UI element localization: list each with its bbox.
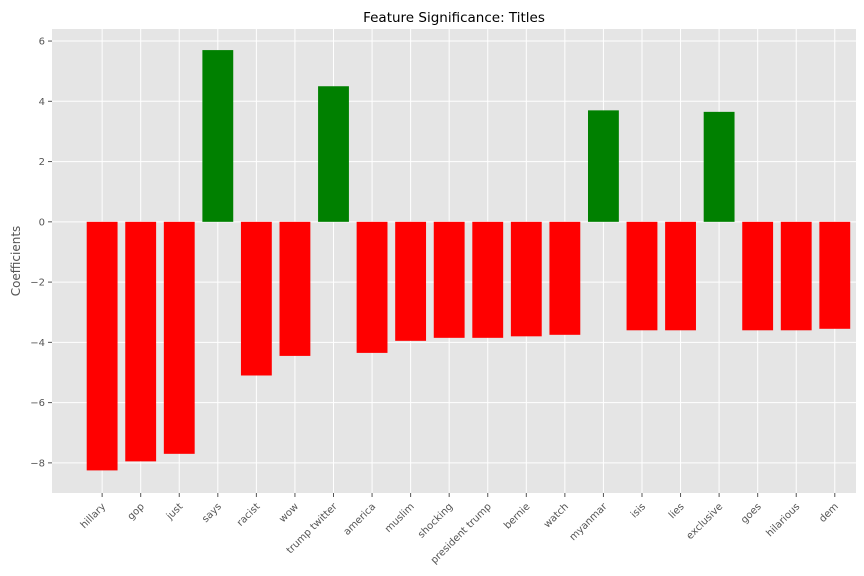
x-tick-label: watch bbox=[542, 501, 571, 530]
y-tick-label: −8 bbox=[30, 458, 45, 469]
bars bbox=[86, 50, 851, 471]
bar-goes bbox=[742, 221, 774, 331]
bar-myanmar bbox=[588, 110, 619, 222]
y-tick-label: 6 bbox=[39, 37, 45, 48]
bar-watch bbox=[549, 221, 581, 335]
x-tick-label: lies bbox=[667, 501, 687, 521]
bar-hillary bbox=[86, 221, 118, 471]
bar-gop bbox=[125, 221, 157, 462]
bar-muslim bbox=[395, 221, 427, 341]
x-tick-label: racist bbox=[235, 501, 262, 528]
x-tick-label: gop bbox=[126, 501, 147, 522]
y-tick-label: −4 bbox=[30, 338, 45, 349]
x-tick-label: wow bbox=[277, 501, 301, 525]
x-tick-label: america bbox=[342, 501, 378, 537]
chart-title: Feature Significance: Titles bbox=[363, 10, 545, 26]
bar-racist bbox=[240, 221, 272, 376]
x-tick-label: muslim bbox=[383, 501, 417, 535]
bar-trump-twitter bbox=[318, 86, 349, 222]
bar-just bbox=[163, 221, 195, 454]
bar-shocking bbox=[433, 221, 465, 338]
bar-isis bbox=[626, 221, 658, 331]
y-axis-label: Coefficients bbox=[9, 226, 23, 297]
y-tick-label: 4 bbox=[39, 97, 45, 108]
y-tick-label: −2 bbox=[30, 278, 45, 289]
y-axis-ticks: 6 4 2 0 −2 −4 −6 −8 bbox=[30, 37, 52, 469]
x-tick-label: hillary bbox=[79, 501, 109, 531]
bar-president-trump bbox=[472, 221, 504, 338]
bar-dem bbox=[819, 221, 851, 329]
x-tick-label: myanmar bbox=[568, 501, 610, 543]
y-tick-label: 2 bbox=[39, 157, 45, 168]
y-tick-label: 0 bbox=[39, 217, 45, 228]
x-tick-label: shocking bbox=[416, 501, 455, 540]
x-tick-label: hilarious bbox=[764, 501, 802, 539]
bar-america bbox=[356, 221, 388, 353]
x-tick-label: goes bbox=[739, 501, 764, 526]
bar-says bbox=[202, 50, 234, 222]
x-tick-label: says bbox=[200, 501, 224, 525]
bar-wow bbox=[279, 221, 311, 356]
bar-bernie bbox=[510, 221, 542, 337]
bar-hilarious bbox=[780, 221, 812, 331]
bar-lies bbox=[665, 221, 696, 331]
y-tick-label: −6 bbox=[30, 398, 45, 409]
x-tick-label: exclusive bbox=[685, 501, 726, 542]
x-tick-label: bernie bbox=[502, 501, 532, 531]
bar-exclusive bbox=[703, 111, 735, 222]
x-tick-label: just bbox=[164, 501, 185, 522]
x-tick-label: isis bbox=[629, 501, 648, 520]
x-tick-label: dem bbox=[817, 501, 841, 525]
